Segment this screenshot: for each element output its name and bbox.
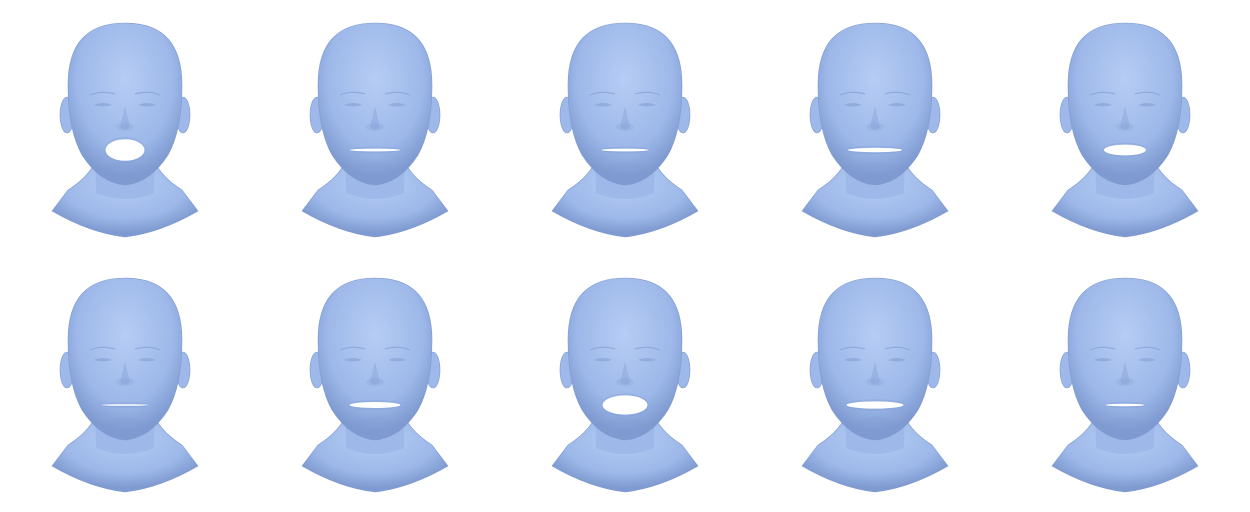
face-render [790,15,960,255]
head-shape [317,277,433,441]
head-shape [1067,277,1183,441]
mouth-opening [101,404,149,406]
face-render [540,270,710,510]
face-render [40,270,210,510]
face-render [290,15,460,255]
mouth-opening [601,148,649,152]
head-shape [567,22,683,186]
head-shape [817,277,933,441]
head-shape [67,22,183,186]
mouth-opening [602,395,648,415]
face-render [1040,15,1210,255]
face-render [40,15,210,255]
head-shape [817,22,933,186]
head-shape [67,277,183,441]
mouth-opening [1105,403,1145,407]
mouth-opening [105,139,145,161]
head-shape [317,22,433,186]
face-render [290,270,460,510]
head-shape [567,277,683,441]
mouth-opening [1104,144,1146,156]
mouth-opening [349,402,401,408]
mouth-opening [349,148,401,152]
mouth-opening [848,147,902,153]
head-shape [1067,22,1183,186]
face-render [540,15,710,255]
face-render [1040,270,1210,510]
mouth-opening [846,401,904,409]
face-render [790,270,960,510]
